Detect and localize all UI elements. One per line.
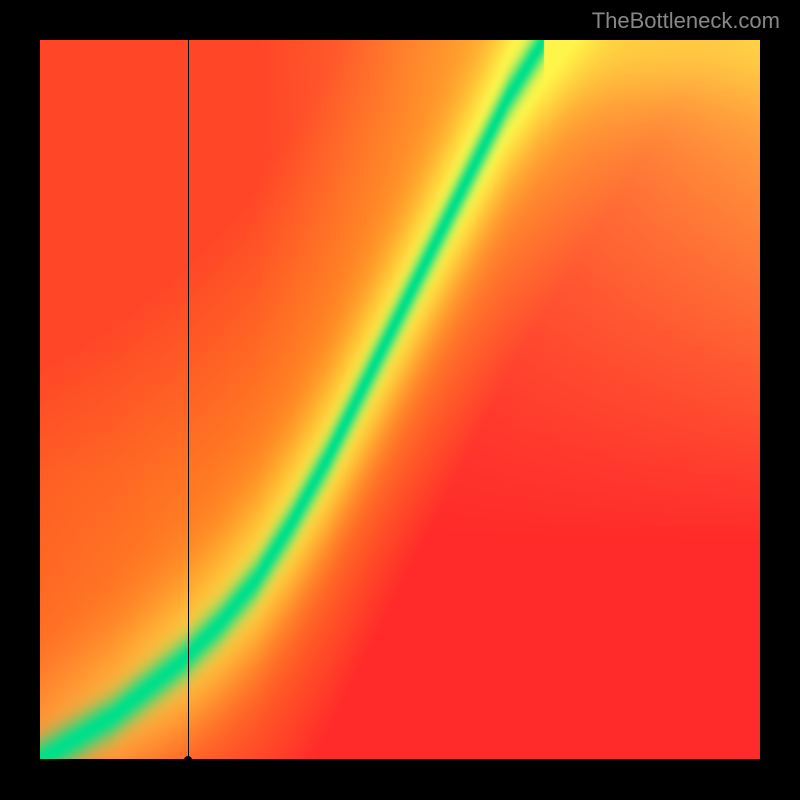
heatmap-canvas [40,40,760,760]
crosshair-marker [184,756,192,764]
watermark-text: TheBottleneck.com [592,8,780,34]
heatmap-plot [40,40,760,760]
crosshair-vertical [188,40,189,760]
crosshair-horizontal [40,759,760,760]
